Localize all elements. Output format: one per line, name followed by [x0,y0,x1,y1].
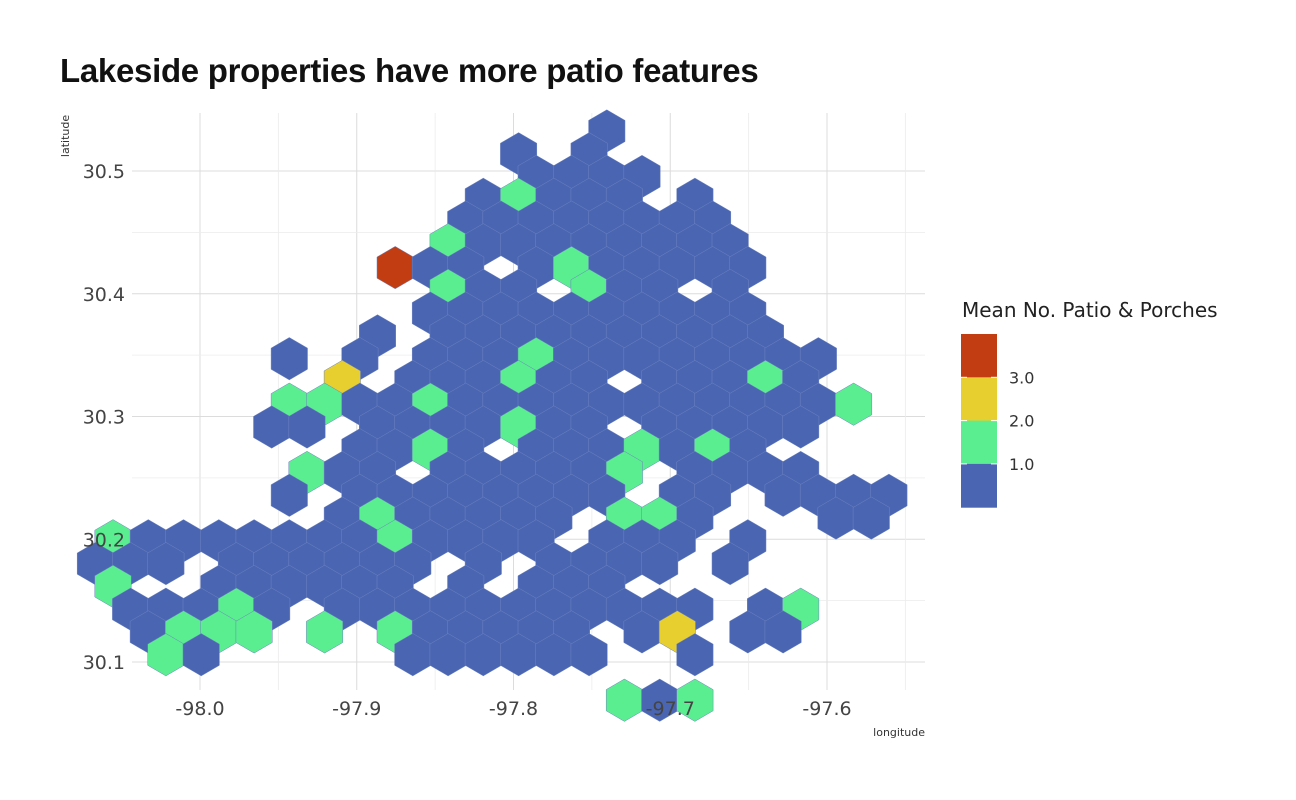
legend: 1.0 2.0 3.0 [961,334,1034,508]
hex-cell [676,678,714,722]
hex-cell [270,473,308,517]
hex-cell [288,405,326,449]
hex-cell [306,610,344,654]
legend-color-bin [961,377,997,422]
legend-break-label: 2.0 [1009,412,1034,431]
hex-cell [852,496,890,540]
y-tick-label: 30.4 [83,284,125,306]
hex-cell [147,542,185,586]
legend-break-label: 3.0 [1009,368,1034,387]
hex-cell [376,246,414,290]
hex-cell [270,337,308,381]
y-tick-label: 30.3 [83,407,125,429]
y-axis-label: latitude [59,115,72,157]
hex-cell [235,610,273,654]
x-tick-label: -97.7 [646,698,695,720]
legend-break-label: 1.0 [1009,455,1034,474]
hex-cells [76,109,908,722]
y-tick-label: 30.5 [83,161,125,183]
chart-title: Lakeside properties have more patio feat… [60,52,759,89]
x-tick-label: -97.8 [489,698,538,720]
hex-cell [676,633,714,677]
hex-cell [570,633,608,677]
hex-cell [711,542,749,586]
y-tick-label: 30.2 [83,529,125,551]
legend-color-bin [961,334,997,378]
hex-cell [182,633,220,677]
hex-cell [764,610,802,654]
legend-color-bin [961,463,997,508]
legend-title: Mean No. Patio & Porches [962,298,1218,322]
hex-cell [641,542,679,586]
x-tick-label: -97.6 [802,698,851,720]
hex-cell [835,382,873,426]
x-axis-label: longitude [873,726,925,739]
y-tick-labels: 30.1 30.2 30.3 30.4 30.5 [83,161,125,674]
y-tick-label: 30.1 [83,652,125,674]
hex-cell [605,678,643,722]
x-tick-label: -97.9 [332,698,381,720]
hex-cell [782,405,820,449]
x-tick-labels: -98.0 -97.9 -97.8 -97.7 -97.6 [175,698,851,720]
legend-color-bin [961,420,997,465]
x-tick-label: -98.0 [175,698,224,720]
